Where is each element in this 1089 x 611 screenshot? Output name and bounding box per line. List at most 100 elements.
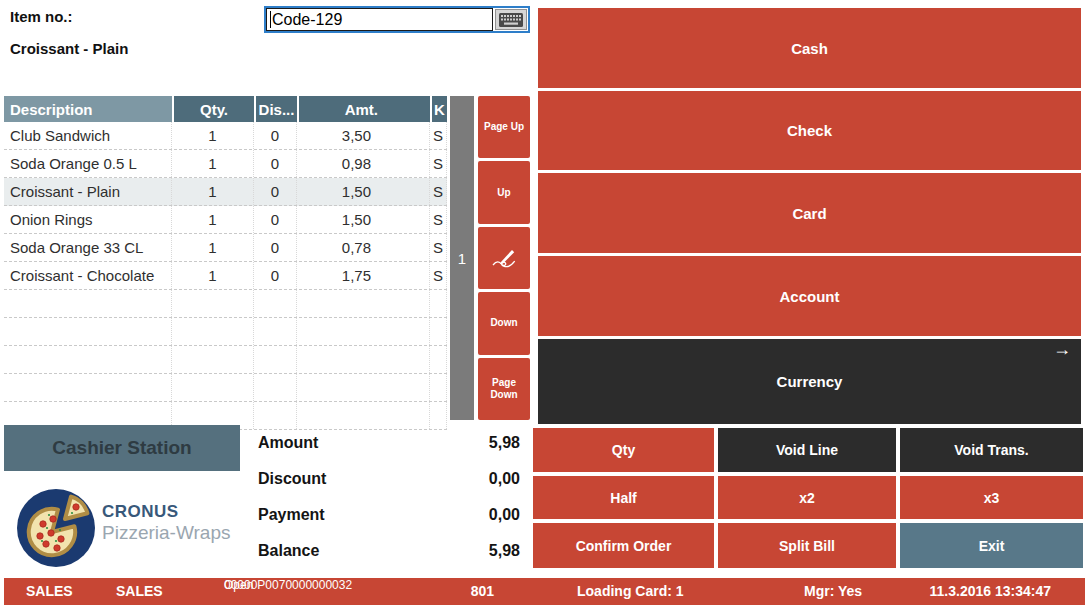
current-item-name: Croissant - Plain [10, 40, 128, 57]
cell-qty: 1 [172, 262, 254, 289]
status-submode: SALES [116, 583, 163, 599]
item-code-input[interactable]: Code-129 [264, 6, 530, 33]
table-row[interactable]: Croissant - Chocolate 1 0 1,75 S [4, 262, 447, 290]
page-down-button[interactable]: Page Down [478, 358, 530, 420]
receipt-table: Description Qty. Dis... Amt. K Club Sand… [4, 96, 447, 430]
item-no-label: Item no.: [10, 8, 73, 25]
cell-discount: 0 [254, 206, 297, 233]
company-name: CRONUS [102, 502, 179, 522]
cell-qty: 1 [172, 234, 254, 261]
confirm-order-button[interactable]: Confirm Order [533, 523, 714, 568]
cell-discount: 0 [254, 122, 297, 149]
status-manager: Mgr: Yes [804, 583, 862, 599]
cell-k: S [430, 262, 447, 289]
amount-value: 5,98 [420, 434, 520, 452]
keyboard-icon [499, 13, 523, 27]
cell-amount: 3,50 [297, 122, 430, 149]
signature-button[interactable] [478, 227, 530, 289]
cashier-station-label: Cashier Station [4, 425, 240, 471]
cell-discount: 0 [254, 150, 297, 177]
currency-button[interactable]: → Currency [538, 339, 1081, 424]
cell-amount: 1,75 [297, 262, 430, 289]
half-button[interactable]: Half [533, 476, 714, 519]
card-button[interactable]: Card [538, 173, 1081, 253]
down-button[interactable]: Down [478, 292, 530, 354]
status-terminal: 801 [434, 583, 494, 599]
cell-discount: 0 [254, 234, 297, 261]
table-row-empty [4, 318, 447, 346]
cell-amount: 1,50 [297, 206, 430, 233]
cell-k: S [430, 234, 447, 261]
cell-description: Onion Rings [4, 206, 172, 233]
nav-button-column: Page Up Up Down Page Down [478, 96, 530, 420]
cell-description: Club Sandwich [4, 122, 172, 149]
cell-discount: 0 [254, 178, 297, 205]
cell-k: S [430, 122, 447, 149]
receipt-status: Open [224, 579, 253, 592]
x2-button[interactable]: x2 [718, 476, 896, 519]
arrow-right-icon: → [1053, 339, 1071, 360]
pizza-logo-icon [16, 488, 96, 568]
balance-value: 5,98 [420, 542, 520, 560]
amount-label: Amount [258, 434, 318, 452]
store-name: Pizzeria-Wraps [102, 522, 230, 544]
cell-k: S [430, 178, 447, 205]
table-row-empty [4, 346, 447, 374]
void-line-button[interactable]: Void Line [718, 428, 896, 472]
table-row[interactable]: Onion Rings 1 0 1,50 S [4, 206, 447, 234]
table-row[interactable]: Soda Orange 33 CL 1 0 0,78 S [4, 234, 447, 262]
table-row[interactable]: Club Sandwich 1 0 3,50 S [4, 122, 447, 150]
status-bar: SALES SALES 00000P0070000000032 Open 801… [4, 578, 1085, 605]
up-button[interactable]: Up [478, 161, 530, 223]
pos-window: Item no.: Croissant - Plain Code-129 Des… [0, 0, 1089, 611]
qty-button[interactable]: Qty [533, 428, 714, 472]
scroll-position: 1 [458, 250, 466, 267]
exit-button[interactable]: Exit [900, 523, 1083, 568]
x3-button[interactable]: x3 [900, 476, 1083, 519]
header-amount: Amt. [297, 96, 430, 122]
header-k: K [430, 96, 447, 122]
split-bill-button[interactable]: Split Bill [718, 523, 896, 568]
header-qty: Qty. [172, 96, 254, 122]
company-logo [16, 488, 96, 568]
cell-amount: 0,98 [297, 150, 430, 177]
status-mode: SALES [26, 583, 73, 599]
cell-k: S [430, 150, 447, 177]
page-up-button[interactable]: Page Up [478, 96, 530, 158]
cell-qty: 1 [172, 178, 254, 205]
status-datetime: 11.3.2016 13:34:47 [930, 583, 1051, 599]
table-row-empty [4, 290, 447, 318]
discount-label: Discount [258, 470, 326, 488]
discount-value: 0,00 [420, 470, 520, 488]
cell-description: Soda Orange 0.5 L [4, 150, 172, 177]
item-code-field[interactable]: Code-129 [266, 8, 493, 31]
cell-k: S [430, 206, 447, 233]
cell-qty: 1 [172, 150, 254, 177]
table-row-selected[interactable]: Croissant - Plain 1 0 1,50 S [4, 178, 447, 206]
cell-qty: 1 [172, 122, 254, 149]
header-discount: Dis... [254, 96, 297, 122]
header-description: Description [4, 96, 172, 122]
cell-description: Croissant - Plain [4, 178, 172, 205]
cell-amount: 0,78 [297, 234, 430, 261]
table-row-empty [4, 374, 447, 402]
check-button[interactable]: Check [538, 91, 1081, 170]
void-trans-button[interactable]: Void Trans. [900, 428, 1083, 472]
table-row[interactable]: Soda Orange 0.5 L 1 0 0,98 S [4, 150, 447, 178]
balance-label: Balance [258, 542, 319, 560]
cell-qty: 1 [172, 206, 254, 233]
text-cursor [270, 11, 271, 28]
payment-value: 0,00 [420, 506, 520, 524]
signature-pen-icon [491, 245, 517, 271]
account-button[interactable]: Account [538, 256, 1081, 336]
keyboard-button[interactable] [495, 9, 527, 30]
payment-label: Payment [258, 506, 325, 524]
cell-description: Croissant - Chocolate [4, 262, 172, 289]
cell-description: Soda Orange 33 CL [4, 234, 172, 261]
cell-amount: 1,50 [297, 178, 430, 205]
status-loading-card: Loading Card: 1 [577, 583, 684, 599]
cash-button[interactable]: Cash [538, 8, 1081, 88]
scrollbar[interactable]: 1 [450, 96, 474, 420]
currency-button-label: Currency [777, 373, 843, 390]
cell-discount: 0 [254, 262, 297, 289]
